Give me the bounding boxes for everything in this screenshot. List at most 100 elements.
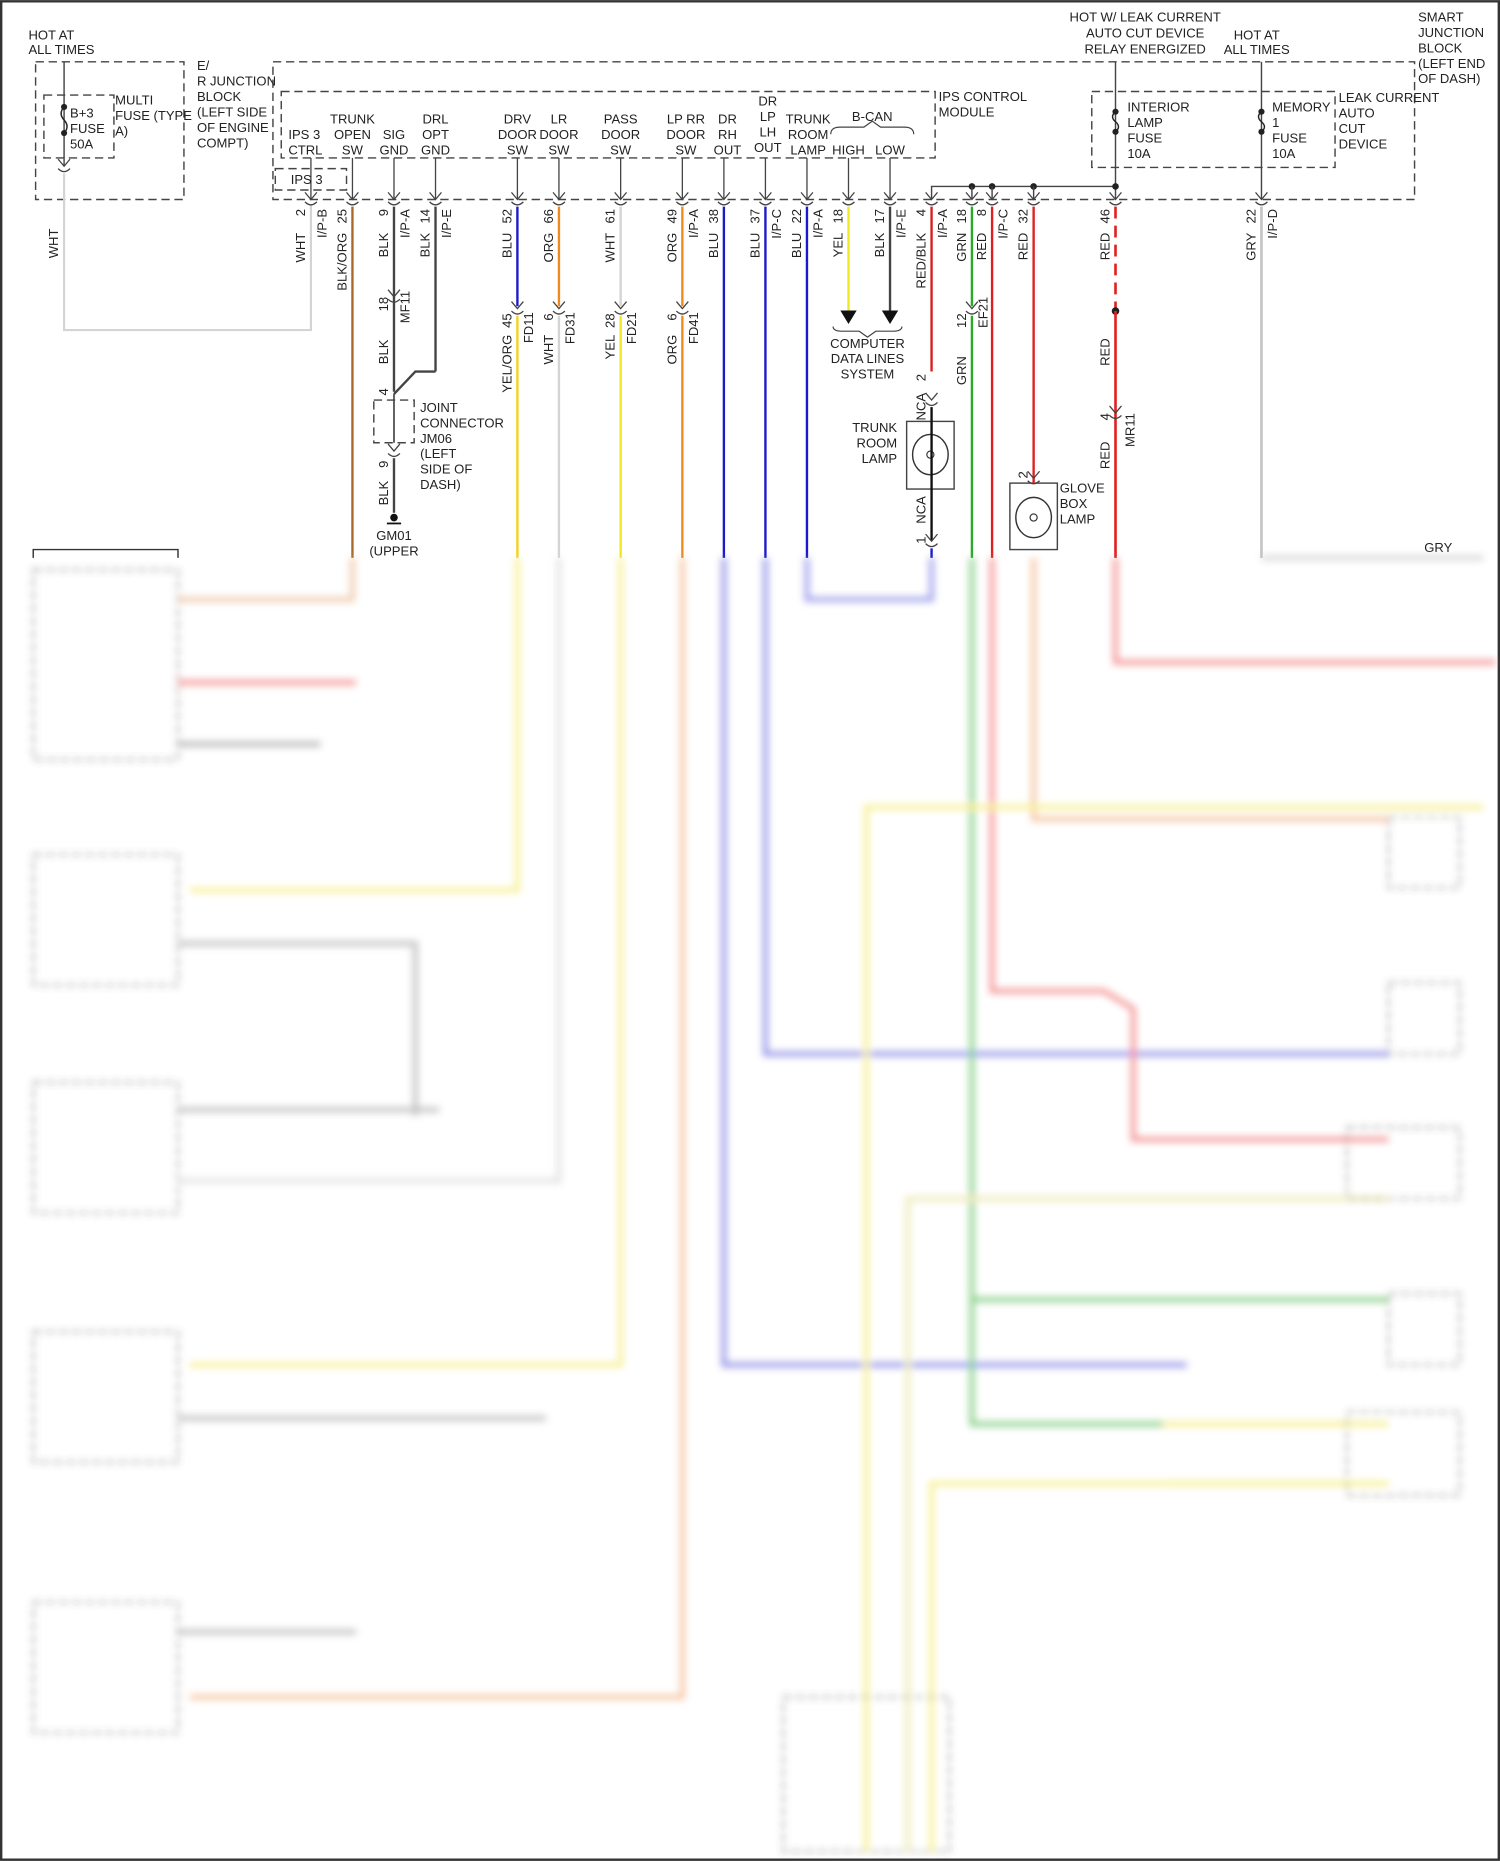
er-junction-block-label: BLOCK [197, 89, 242, 104]
hot-at-all-times-label: ALL TIMES [28, 42, 94, 57]
wire-color-label: RED [1098, 233, 1113, 261]
terminal-name-label: OUT [714, 142, 742, 157]
connector-cup-icon [842, 201, 855, 206]
multi-fuse-label: MULTI [115, 93, 153, 108]
pin-number-label: 2 [293, 209, 308, 216]
er-junction-block-label: OF ENGINE [197, 120, 269, 135]
wire-color-label: BLK [376, 480, 391, 505]
connector-cup-icon [57, 168, 71, 173]
blurred-component-box [32, 853, 179, 986]
er-junction-block-label: R JUNCTION [197, 74, 276, 89]
computer-data-lines-label: DATA LINES [831, 351, 905, 366]
pin-number-label: 66 [541, 209, 556, 224]
connector-id-label: EF21 [975, 297, 990, 328]
connector-cup-icon [925, 201, 938, 206]
wire-color-label: YEL [831, 233, 846, 258]
wire-color-label: ORG [664, 233, 679, 263]
connector-cup-icon [1109, 414, 1122, 420]
pin-number-label: 4 [376, 388, 391, 395]
joint-connector-label: (LEFT [420, 446, 456, 461]
connector-arrow-icon [1027, 191, 1041, 201]
terminal-name-label: DR [718, 112, 737, 127]
connector-id-label: MF11 [397, 291, 412, 323]
smart-junction-block-label: OF DASH) [1418, 71, 1480, 86]
ips-control-module-label: MODULE [939, 104, 995, 119]
connector-arrow-icon [1255, 191, 1268, 201]
pin-number-label: 18 [376, 297, 391, 312]
blurred-component-box [1387, 982, 1461, 1055]
smart-junction-block-label: SMART [1418, 9, 1463, 24]
wire-blk [393, 370, 436, 395]
connector-arrow-icon [552, 301, 566, 310]
connector-id-label: I/P-A [686, 209, 701, 238]
bus-wire [930, 185, 1116, 200]
wire-color-label: WHT [541, 335, 556, 365]
pin-number-label: 37 [747, 209, 762, 224]
pin-number-label: 52 [499, 209, 514, 224]
connector-cup-icon [965, 310, 979, 315]
connector-arrow-icon [1109, 191, 1122, 201]
terminal-name-label: GND [421, 142, 450, 157]
wire-color-label: WHT [293, 233, 308, 263]
trunk-room-lamp-label: LAMP [862, 451, 898, 466]
wire-color-label: BLU [499, 233, 514, 258]
multi-fuse-label: FUSE (TYPE [115, 108, 192, 123]
blurred-wire [989, 557, 1389, 1142]
splice-dot [968, 183, 976, 190]
connector-arrow-icon [57, 158, 71, 168]
glove-box-lamp-label: LAMP [1060, 511, 1096, 526]
pin-number-label: 2 [914, 374, 929, 381]
connector-id-label: I/P-E [893, 209, 908, 238]
interior-lamp-fuse-label: 10A [1127, 146, 1151, 161]
hot-leak-current-label: RELAY ENERGIZED [1085, 42, 1206, 57]
pin-number-label: 14 [418, 209, 433, 224]
terminal-name-label: DR [758, 94, 777, 109]
terminal-name-label: SW [610, 142, 632, 157]
blurred-wire [929, 1481, 1389, 1852]
blurred-component-box [32, 1601, 179, 1734]
connector-arrow-icon [1027, 470, 1041, 480]
er-junction-block-label: (LEFT SIDE [197, 104, 267, 119]
pin-number-label: 6 [541, 313, 556, 320]
terminal-name-label: SW [342, 142, 364, 157]
connector-cup-icon [883, 201, 897, 206]
wire-color-label: BLK [376, 339, 391, 364]
terminal-name-label: DRL [422, 112, 448, 127]
glove-box-lamp-label: BOX [1060, 496, 1088, 511]
joint-connector-label: JOINT [420, 400, 458, 415]
connector-cup-icon [511, 201, 524, 206]
terminal-name-label: LH [759, 125, 776, 140]
connector-cup-icon [925, 543, 938, 548]
wire-color-label: ORG [664, 335, 679, 365]
ips3-box [274, 167, 348, 191]
connector-arrow-icon [510, 301, 524, 310]
arrow-icon [881, 310, 899, 325]
arrow-icon [840, 310, 857, 325]
blurred-wire [178, 557, 562, 1184]
pin-number-label: 1 [914, 537, 929, 544]
hot-at-all-times-label: ALL TIMES [1224, 42, 1290, 57]
connector-arrow-icon [965, 301, 979, 310]
connector-id-label: I/P-C [769, 209, 784, 239]
connector-cup-icon [346, 201, 359, 206]
pin-number-label: 18 [954, 209, 969, 224]
hot-leak-current-label: HOT W/ LEAK CURRENT [1070, 9, 1221, 24]
ground-label: (UPPER [369, 543, 418, 558]
blurred-component-box [32, 569, 179, 761]
pin-number-label: 4 [1098, 413, 1113, 420]
fuse-icon [1257, 111, 1266, 133]
wire-color-label: GRY [1424, 540, 1452, 555]
wire-color-label: RED [1016, 233, 1031, 261]
terminal-name-label: LP RR [667, 112, 705, 127]
terminal-name-label: DOOR [666, 127, 705, 142]
connector-id-label: I/P-C [996, 209, 1011, 239]
connector-id-label: FD41 [686, 312, 701, 344]
connector-cup-icon [614, 310, 628, 315]
terminal-name-label: LP [760, 109, 776, 124]
wire-color-label: BLU [706, 233, 721, 258]
er-junction-block-box [34, 61, 185, 201]
computer-data-lines-label: COMPUTER [830, 336, 905, 351]
connector-arrow-icon [552, 191, 566, 201]
